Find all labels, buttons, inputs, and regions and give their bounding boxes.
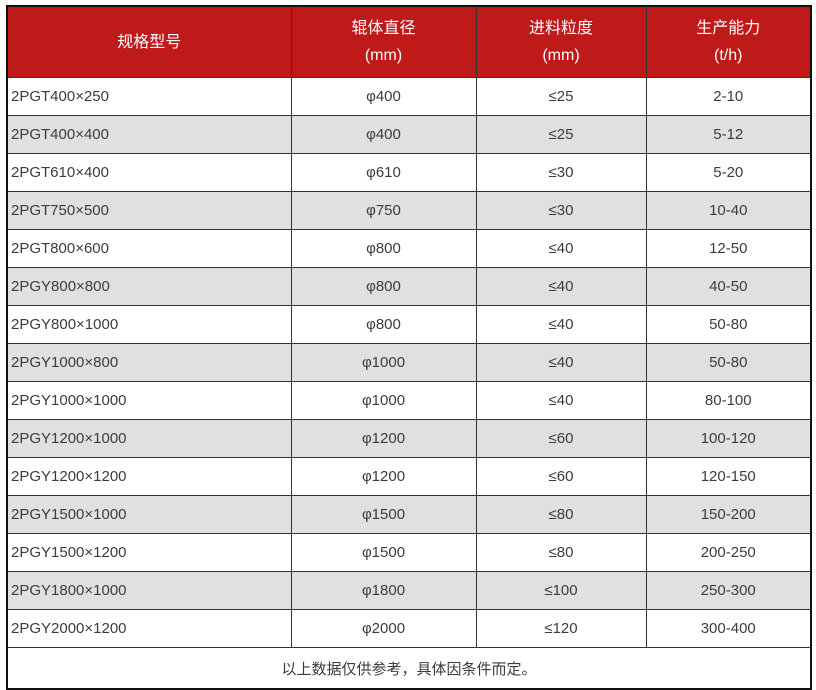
cell-diameter: φ1000 (290, 343, 477, 382)
cell-feed-size: ≤25 (475, 77, 647, 116)
cell-capacity: 40-50 (645, 267, 812, 306)
cell-feed-size: ≤30 (475, 153, 647, 192)
table-row: 2PGY1800×1000 φ1800 ≤100 250-300 (6, 571, 812, 610)
cell-diameter: φ1000 (290, 381, 477, 420)
cell-capacity: 5-20 (645, 153, 812, 192)
table-row: 2PGY1200×1200 φ1200 ≤60 120-150 (6, 457, 812, 496)
cell-diameter: φ800 (290, 229, 477, 268)
column-header-feed-size-label: 进料粒度 (528, 20, 593, 37)
cell-diameter: φ1200 (290, 419, 477, 458)
table-row: 2PGT400×250 φ400 ≤25 2-10 (6, 77, 812, 116)
cell-diameter: φ2000 (290, 609, 477, 648)
column-header-capacity: 生产能力 (t/h) (645, 5, 812, 78)
table-body: 2PGT400×250 φ400 ≤25 2-10 2PGT400×400 φ4… (6, 77, 812, 648)
cell-model: 2PGY1000×800 (6, 343, 292, 382)
cell-capacity: 150-200 (645, 495, 812, 534)
cell-diameter: φ1800 (290, 571, 477, 610)
cell-feed-size: ≤60 (475, 457, 647, 496)
cell-feed-size: ≤40 (475, 229, 647, 268)
cell-feed-size: ≤80 (475, 533, 647, 572)
cell-diameter: φ400 (290, 77, 477, 116)
cell-feed-size: ≤80 (475, 495, 647, 534)
cell-model: 2PGY1500×1000 (6, 495, 292, 534)
cell-feed-size: ≤40 (475, 305, 647, 344)
table-row: 2PGY1500×1200 φ1500 ≤80 200-250 (6, 533, 812, 572)
cell-diameter: φ1500 (290, 533, 477, 572)
cell-diameter: φ800 (290, 305, 477, 344)
column-header-model-label: 规格型号 (117, 33, 182, 51)
column-header-feed-size: 进料粒度 (mm) (475, 5, 647, 78)
cell-diameter: φ750 (290, 191, 477, 230)
cell-capacity: 120-150 (645, 457, 812, 496)
table-header: 规格型号 辊体直径 (mm) 进料粒度 (mm) 生产能力 (t/h) (6, 5, 812, 78)
table-row: 2PGY1500×1000 φ1500 ≤80 150-200 (6, 495, 812, 534)
cell-capacity: 100-120 (645, 419, 812, 458)
cell-feed-size: ≤40 (475, 267, 647, 306)
table-row: 2PGT750×500 φ750 ≤30 10-40 (6, 191, 812, 230)
table-row: 2PGY1000×1000 φ1000 ≤40 80-100 (6, 381, 812, 420)
column-header-feed-size-unit: (mm) (542, 47, 580, 64)
cell-model: 2PGY1800×1000 (6, 571, 292, 610)
cell-diameter: φ1200 (290, 457, 477, 496)
column-header-roller-diameter: 辊体直径 (mm) (290, 5, 477, 78)
footer-row: 以上数据仅供参考，具体因条件而定。 (6, 647, 812, 690)
column-header-roller-diameter-label: 辊体直径 (351, 20, 416, 37)
table-row: 2PGT400×400 φ400 ≤25 5-12 (6, 115, 812, 154)
cell-diameter: φ610 (290, 153, 477, 192)
cell-model: 2PGY1200×1200 (6, 457, 292, 496)
table-row: 2PGY2000×1200 φ2000 ≤120 300-400 (6, 609, 812, 648)
cell-capacity: 200-250 (645, 533, 812, 572)
cell-capacity: 2-10 (645, 77, 812, 116)
cell-capacity: 300-400 (645, 609, 812, 648)
footer-note: 以上数据仅供参考，具体因条件而定。 (6, 647, 812, 690)
cell-model: 2PGT400×250 (6, 77, 292, 116)
table-row: 2PGY800×800 φ800 ≤40 40-50 (6, 267, 812, 306)
column-header-capacity-unit: (t/h) (714, 47, 743, 64)
column-header-roller-diameter-unit: (mm) (364, 47, 403, 64)
cell-capacity: 50-80 (645, 305, 812, 344)
cell-model: 2PGT610×400 (6, 153, 292, 192)
cell-feed-size: ≤60 (475, 419, 647, 458)
table-row: 2PGY1200×1000 φ1200 ≤60 100-120 (6, 419, 812, 458)
cell-feed-size: ≤100 (475, 571, 647, 610)
cell-feed-size: ≤25 (475, 115, 647, 154)
cell-model: 2PGY1500×1200 (6, 533, 292, 572)
table-footer: 以上数据仅供参考，具体因条件而定。 (6, 647, 812, 690)
cell-capacity: 10-40 (645, 191, 812, 230)
cell-feed-size: ≤40 (475, 343, 647, 382)
table-row: 2PGT800×600 φ800 ≤40 12-50 (6, 229, 812, 268)
cell-capacity: 12-50 (645, 229, 812, 268)
table-row: 2PGT610×400 φ610 ≤30 5-20 (6, 153, 812, 192)
cell-feed-size: ≤40 (475, 381, 647, 420)
table-row: 2PGY1000×800 φ1000 ≤40 50-80 (6, 343, 812, 382)
cell-model: 2PGT750×500 (6, 191, 292, 230)
cell-model: 2PGT400×400 (6, 115, 292, 154)
cell-diameter: φ1500 (290, 495, 477, 534)
cell-diameter: φ800 (290, 267, 477, 306)
cell-feed-size: ≤120 (475, 609, 647, 648)
cell-model: 2PGT800×600 (6, 229, 292, 268)
cell-capacity: 80-100 (645, 381, 812, 420)
cell-capacity: 250-300 (645, 571, 812, 610)
header-row: 规格型号 辊体直径 (mm) 进料粒度 (mm) 生产能力 (t/h) (6, 5, 812, 78)
cell-model: 2PGY1200×1000 (6, 419, 292, 458)
cell-model: 2PGY2000×1200 (6, 609, 292, 648)
cell-capacity: 50-80 (645, 343, 812, 382)
cell-capacity: 5-12 (645, 115, 812, 154)
cell-model: 2PGY1000×1000 (6, 381, 292, 420)
column-header-model: 规格型号 (6, 5, 292, 78)
cell-feed-size: ≤30 (475, 191, 647, 230)
spec-table: 规格型号 辊体直径 (mm) 进料粒度 (mm) 生产能力 (t/h) 2PGT… (6, 5, 812, 690)
cell-model: 2PGY800×1000 (6, 305, 292, 344)
column-header-capacity-label: 生产能力 (696, 20, 761, 37)
cell-diameter: φ400 (290, 115, 477, 154)
table-row: 2PGY800×1000 φ800 ≤40 50-80 (6, 305, 812, 344)
cell-model: 2PGY800×800 (6, 267, 292, 306)
